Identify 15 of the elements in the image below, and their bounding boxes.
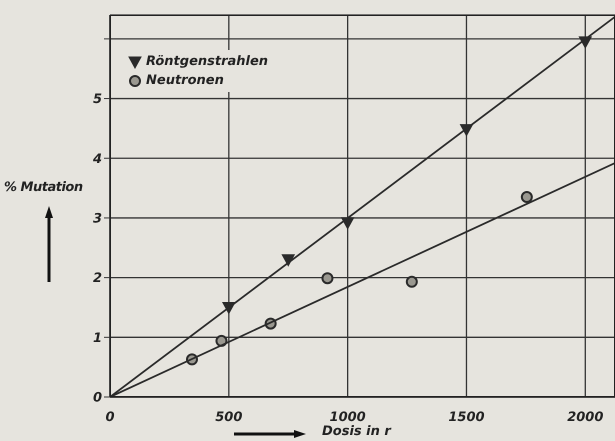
y-axis-title: % Mutation [4,180,83,195]
x-tick-label: 1500 [448,410,485,425]
legend-label: Neutronen [146,73,224,88]
x-tick-label: 500 [215,410,242,425]
x-axis-title: Dosis in r [322,424,391,439]
y-tick-label: 0 [92,390,102,406]
legend-label: Röntgenstrahlen [146,54,268,69]
y-tick-label: 2 [92,271,102,286]
y-tick-label: 1 [92,330,102,346]
x-tick-label: 0 [105,410,115,425]
y-tick-label: 4 [92,152,102,167]
x-tick-label: 2000 [567,410,604,425]
y-tick-label: 3 [92,212,102,227]
x-tick-label: 1000 [330,410,366,425]
y-tick-label: 5 [92,92,102,108]
